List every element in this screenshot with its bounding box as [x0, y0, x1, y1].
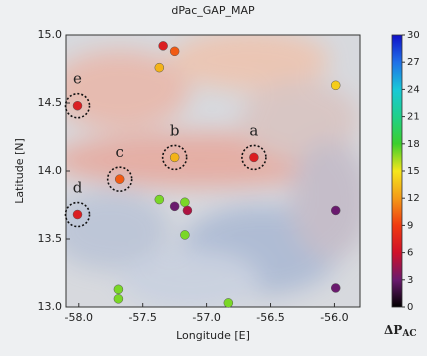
point — [331, 81, 340, 90]
point — [331, 206, 340, 215]
point — [73, 101, 82, 110]
colorbar-tick-label: 27 — [407, 57, 420, 68]
point — [159, 41, 168, 50]
x-tick-label: -57.5 — [128, 311, 156, 324]
colorbar-tick-label: 3 — [407, 275, 413, 286]
y-tick-label: 13.0 — [38, 300, 63, 313]
colorbar-label-sub: AC — [401, 329, 416, 339]
point — [224, 298, 233, 307]
x-tick-label: -58.0 — [65, 311, 93, 324]
point — [114, 294, 123, 303]
colorbar-tick-label: 15 — [407, 166, 420, 177]
annotation-label: c — [115, 143, 123, 161]
y-tick-label: 14.0 — [38, 164, 63, 177]
colorbar-tick-label: 24 — [407, 84, 420, 95]
colorbar-tick-label: 21 — [407, 112, 420, 123]
point — [170, 47, 179, 56]
y-tick-label: 14.5 — [38, 96, 63, 109]
annotation-label: e — [73, 70, 82, 88]
x-tick-label: -57.0 — [192, 311, 220, 324]
colorbar-tick-label: 6 — [407, 248, 413, 259]
annotation-label: b — [170, 121, 180, 139]
x-tick-label: -56.5 — [256, 311, 284, 324]
y-axis-label: Latitude [N] — [13, 138, 26, 204]
y-tick-label: 13.5 — [38, 232, 63, 245]
map-background — [50, 30, 370, 310]
colorbar-tick-label: 0 — [407, 302, 413, 313]
colorbar — [392, 35, 402, 307]
point — [114, 285, 123, 294]
colorbar-tick-label: 18 — [407, 139, 420, 150]
chart-title: dPac_GAP_MAP — [171, 4, 255, 17]
point — [155, 63, 164, 72]
point — [115, 175, 124, 184]
x-axis-label: Longitude [E] — [176, 329, 250, 342]
point — [73, 210, 82, 219]
point — [170, 153, 179, 162]
point — [180, 230, 189, 239]
colorbar-tick-label: 9 — [407, 220, 413, 231]
colorbar-label-main: ΔP — [384, 323, 402, 337]
point — [170, 202, 179, 211]
x-tick-label: -56.0 — [320, 311, 348, 324]
annotation-label: d — [73, 179, 83, 197]
y-tick-label: 15.0 — [38, 28, 63, 41]
point — [180, 198, 189, 207]
point — [155, 195, 164, 204]
point — [183, 206, 192, 215]
chart: dPac_GAP_MAP Longitude [E] Latitude [N] … — [0, 0, 427, 356]
colorbar-tick-label: 12 — [407, 193, 420, 204]
point — [249, 153, 258, 162]
annotation-label: a — [249, 121, 258, 139]
colorbar-tick-label: 30 — [407, 30, 420, 41]
point — [331, 283, 340, 292]
